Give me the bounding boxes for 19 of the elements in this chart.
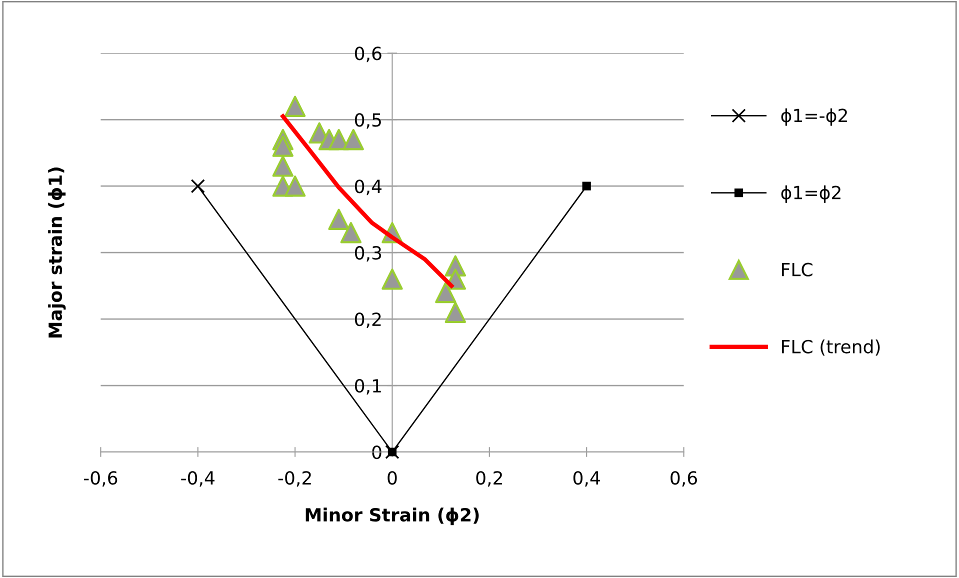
x-tick-label: -0,2 <box>278 471 311 487</box>
x-tick-label: 0 <box>388 471 397 485</box>
x-tick-label: 0,6 <box>670 471 697 487</box>
y-tick-label: 0,2 <box>354 312 381 328</box>
legend-label: ϕ1=-ϕ2 <box>781 108 847 126</box>
y-axis-title: Major strain (ϕ1) <box>48 168 66 338</box>
x-tick-label: -0,6 <box>84 471 118 487</box>
x-axis-title: Minor Strain (ϕ2) <box>306 508 479 526</box>
x-tick-label: 0,2 <box>476 471 502 487</box>
y-tick-label: 0,3 <box>354 246 382 262</box>
legend-label: ϕ1=ϕ2 <box>781 185 840 203</box>
x-tick-label: -0,4 <box>181 471 214 487</box>
y-tick-label: 0,6 <box>354 46 382 62</box>
legend-label: FLC <box>782 262 812 276</box>
y-tick-label: 0,4 <box>354 180 382 196</box>
y-tick-label: 0,1 <box>354 378 381 394</box>
y-tick-label: 0,5 <box>354 113 381 129</box>
legend-label: FLC (trend) <box>782 339 880 356</box>
x-tick-label: 0,4 <box>573 471 600 487</box>
